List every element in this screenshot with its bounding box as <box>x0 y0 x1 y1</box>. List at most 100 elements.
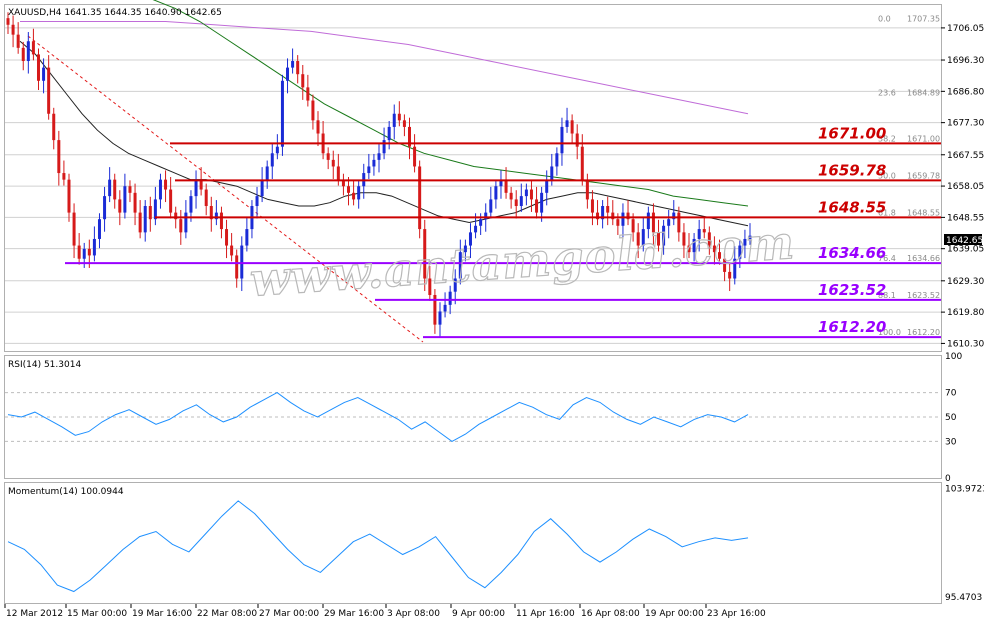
candle-body <box>382 140 386 154</box>
price-tick-label: 1696.30 <box>947 56 984 66</box>
candle-body <box>697 229 701 239</box>
candle-body <box>6 18 10 25</box>
candle-body <box>555 153 559 167</box>
candle-body <box>377 153 381 160</box>
level-label: 1648.55 <box>818 198 886 216</box>
candle-body <box>484 212 488 220</box>
candle-body <box>113 179 117 200</box>
time-tick-label: 15 Mar 00:00 <box>67 609 127 619</box>
candle-body <box>265 166 269 180</box>
rsi-indicator: 100 70 50 30 0 <box>5 352 962 484</box>
candle-body <box>601 206 605 220</box>
fib-ratio-label: 23.6 <box>878 89 896 98</box>
price-tick-label: 1648.55 <box>947 213 984 223</box>
candle-body <box>82 248 86 259</box>
candle-body <box>433 294 437 325</box>
candle-body <box>77 245 81 259</box>
momentum-line <box>7 500 749 593</box>
candle-body <box>255 196 259 207</box>
candle-body <box>616 219 620 226</box>
time-tick-label: 16 Apr 08:00 <box>581 609 640 619</box>
candle-body <box>230 245 234 256</box>
candle-body <box>194 179 198 197</box>
candle-body <box>36 54 40 81</box>
candle-body <box>479 219 483 226</box>
candle-body <box>514 199 518 207</box>
candle-body <box>158 179 162 200</box>
price-axis: 1706.05 1696.30 1686.80 1677.30 1667.55 1658.… <box>941 24 984 349</box>
candle-body <box>519 196 523 207</box>
candle-body <box>702 229 706 233</box>
candle-body <box>575 133 579 147</box>
candle-body <box>57 140 61 174</box>
current-price-box <box>944 234 982 245</box>
candle-body <box>92 238 96 256</box>
time-tick-label: 29 Mar 16:00 <box>324 609 384 619</box>
rsi-tick-label: 50 <box>945 413 957 423</box>
candle-body <box>26 41 30 62</box>
candle-body <box>509 192 513 200</box>
candle-body <box>174 212 178 220</box>
candle-body <box>565 120 569 127</box>
candle-body <box>148 206 152 220</box>
candle-body <box>16 34 20 48</box>
candle-body <box>240 245 244 279</box>
candle-body <box>52 113 56 141</box>
candle-body <box>590 199 594 213</box>
candle-body <box>712 245 716 253</box>
fib-ratio-label: 76.4 <box>878 254 896 263</box>
time-axis: 12 Mar 2012 15 Mar 00:00 19 Mar 16:00 22 Ma… <box>4 604 766 619</box>
price-tick-label: 1610.30 <box>947 339 984 349</box>
rsi-tick-label: 70 <box>945 389 957 399</box>
ma-fast-line <box>19 40 749 227</box>
ma-slow-line <box>152 0 749 207</box>
candle-body <box>662 225 666 246</box>
time-tick-label: 27 Mar 00:00 <box>259 609 319 619</box>
price-tick-label: 1667.55 <box>947 151 984 161</box>
candle-body <box>138 212 142 233</box>
candle-body <box>418 166 422 230</box>
candle-body <box>535 199 539 213</box>
candle-body <box>164 179 168 190</box>
candlesticks <box>6 12 752 338</box>
candle-body <box>118 199 122 213</box>
candle-body <box>62 173 66 180</box>
candle-body <box>87 248 91 256</box>
candle-body <box>311 100 315 121</box>
fib-ratio-label: 61.8 <box>878 208 896 217</box>
candle-body <box>667 219 671 226</box>
candle-body <box>336 166 340 180</box>
candle-body <box>11 24 15 35</box>
candle-body <box>718 252 722 259</box>
candle-body <box>453 278 457 292</box>
candle-body <box>153 199 157 220</box>
candle-body <box>179 219 183 233</box>
candle-body <box>636 232 640 246</box>
ma-long-line <box>20 21 749 115</box>
candle-body <box>631 219 635 233</box>
candle-body <box>225 229 229 246</box>
candle-body <box>596 212 600 220</box>
fib-price-label: 1659.78 <box>907 171 940 180</box>
candle-body <box>540 192 544 213</box>
candle-body <box>611 212 615 220</box>
candle-body <box>692 238 696 253</box>
candle-body <box>275 146 279 154</box>
candle-body <box>687 245 691 253</box>
level-label: 1634.66 <box>818 244 886 262</box>
fib-price-label: 1707.35 <box>907 15 940 24</box>
candle-body <box>646 212 650 230</box>
time-tick-label: 19 Mar 16:00 <box>132 609 192 619</box>
price-tick-label: 1706.05 <box>947 24 984 34</box>
fib-price-label: 1623.52 <box>907 291 940 300</box>
candle-body <box>235 255 239 279</box>
candle-body <box>529 189 533 200</box>
candle-body <box>677 212 681 233</box>
candle-body <box>494 186 498 200</box>
price-tick-label: 1658.05 <box>947 182 984 192</box>
candle-body <box>306 87 310 101</box>
candle-body <box>387 126 391 141</box>
candle-body <box>341 179 345 187</box>
candle-body <box>463 245 467 253</box>
